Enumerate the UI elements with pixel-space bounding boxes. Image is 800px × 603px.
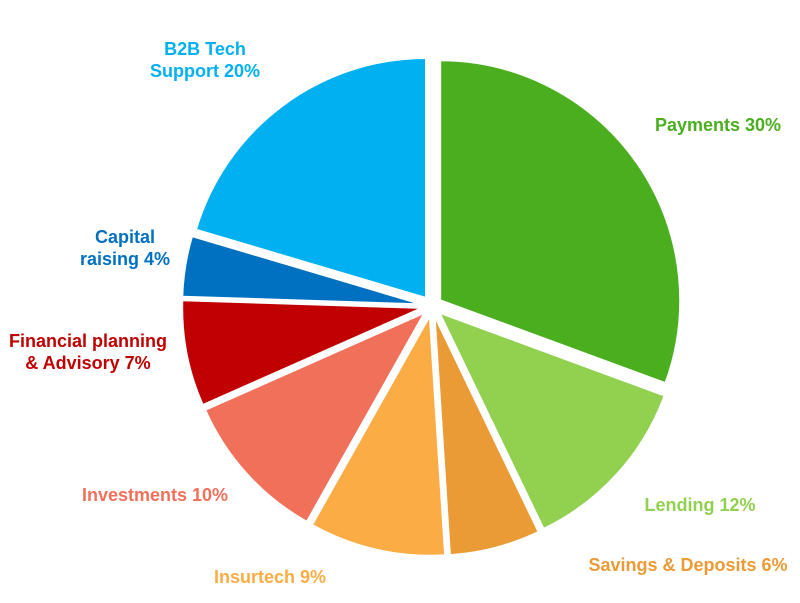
category-label: Capital raising [79, 227, 155, 269]
value-label: 7% [124, 353, 151, 373]
category-label: Payments [654, 115, 740, 135]
value-label: 12% [719, 495, 756, 515]
slice-label: Financial planning & Advisory 7% [3, 330, 173, 374]
slice-label: Savings & Deposits 6% [588, 554, 788, 576]
value-label: 10% [192, 485, 229, 505]
slice-label: Capital raising 4% [70, 226, 180, 270]
slice-label: B2B Tech Support 20% [135, 38, 275, 82]
pie-slice [203, 310, 427, 524]
slice-label: Insurtech 9% [210, 566, 330, 588]
value-label: 4% [144, 249, 171, 269]
category-label: Savings & Deposits [588, 555, 757, 575]
value-label: 20% [223, 61, 261, 81]
category-label: Lending [644, 495, 715, 515]
value-label: 30% [745, 115, 782, 135]
pie-slice [181, 234, 423, 306]
value-label: 6% [761, 555, 788, 575]
category-label: Investments [81, 485, 187, 505]
category-label: Financial planning & Advisory [8, 331, 167, 373]
pie-slice [439, 59, 682, 385]
slice-label: Payments 30% [643, 114, 793, 136]
pie-slice [181, 299, 423, 407]
value-label: 9% [300, 567, 327, 587]
category-label: Insurtech [213, 567, 295, 587]
pie-slice [310, 312, 447, 557]
pie-slice [437, 310, 666, 531]
slice-label: Investments 10% [75, 484, 235, 506]
pie-slice [194, 56, 428, 300]
category-label: B2B Tech Support [149, 39, 246, 81]
slice-label: Lending 12% [640, 494, 760, 516]
pie-slice [433, 315, 541, 557]
